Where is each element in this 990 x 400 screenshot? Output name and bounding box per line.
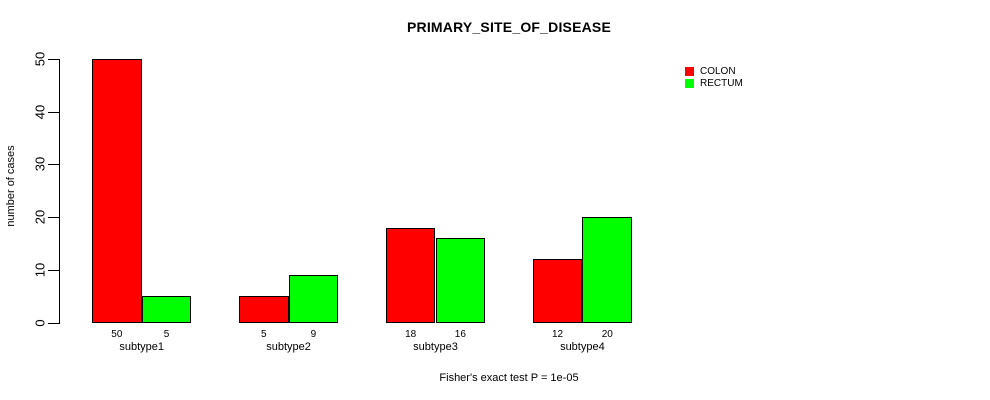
- bar-rectum-subtype1: [141, 296, 192, 323]
- y-axis-tick: [48, 111, 59, 113]
- bar-value-label: 18: [405, 329, 417, 340]
- y-axis-tick-label: 20: [32, 209, 48, 225]
- legend-label: RECTUM: [700, 78, 743, 90]
- y-axis-tick-label: 50: [32, 51, 48, 67]
- bar-value-label: 5: [260, 329, 267, 340]
- category-label: subtype3: [413, 340, 458, 353]
- category-label: subtype2: [266, 340, 311, 353]
- bar-value-label: 12: [551, 329, 564, 340]
- y-axis-title: number of cases: [5, 145, 17, 227]
- bar-rectum-subtype2: [288, 275, 339, 323]
- y-axis-tick: [48, 322, 59, 324]
- bar-value-label: 5: [163, 329, 170, 340]
- category-label: subtype4: [560, 340, 605, 353]
- y-axis-tick: [48, 217, 59, 219]
- chart-title: PRIMARY_SITE_OF_DISEASE: [406, 19, 612, 35]
- y-axis-tick: [48, 164, 59, 166]
- legend-swatch-colon: [685, 66, 694, 76]
- legend: COLON RECTUM: [685, 65, 743, 90]
- legend-item-rectum: RECTUM: [685, 77, 743, 89]
- y-axis-tick-label: 40: [32, 104, 48, 119]
- bar-value-label: 9: [310, 329, 317, 340]
- legend-swatch-rectum: [685, 79, 694, 89]
- bar-value-label: 20: [601, 329, 613, 340]
- bar-rectum-subtype3: [435, 238, 486, 323]
- y-axis-tick: [48, 59, 59, 60]
- bar-colon-subtype1: [92, 59, 142, 323]
- y-axis-tick: [48, 269, 59, 271]
- category-label: subtype1: [119, 340, 165, 353]
- bar-colon-subtype4: [532, 259, 583, 323]
- y-axis-tick-label: 30: [32, 157, 48, 172]
- bar-rectum-subtype4: [582, 217, 633, 323]
- y-axis-tick-label: 10: [32, 262, 48, 278]
- y-axis-line: [59, 59, 60, 324]
- bar-colon-subtype3: [385, 227, 436, 323]
- bar-value-label: 50: [111, 329, 123, 340]
- legend-item-colon: COLON: [685, 65, 743, 77]
- legend-label: COLON: [700, 65, 736, 77]
- y-axis-tick-label: 0: [32, 319, 48, 327]
- bar-value-label: 16: [454, 329, 466, 340]
- bar-colon-subtype2: [238, 296, 289, 323]
- fisher-test-caption: Fisher's exact test P = 1e-05: [439, 372, 579, 384]
